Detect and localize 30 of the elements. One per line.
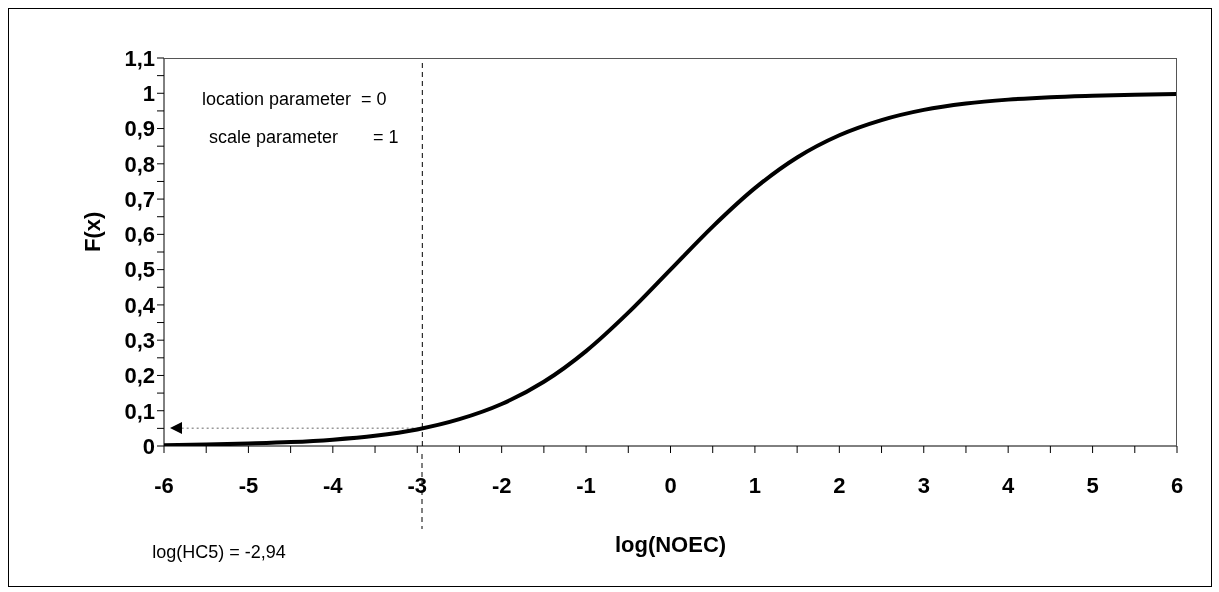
x-tick-label: 4: [1002, 472, 1016, 498]
y-tick-label: 0,4: [124, 292, 156, 318]
y-tick-label: 0: [142, 433, 155, 459]
x-tick-label: -6: [154, 472, 174, 498]
y-axis-title: F(x): [79, 211, 105, 252]
x-tick-label: -4: [323, 472, 344, 498]
y-tick-label: 0,2: [124, 363, 155, 389]
annotation: scale parameter = 1: [208, 126, 399, 149]
y-tick-label: 0,3: [124, 327, 155, 353]
x-tick-label: -5: [238, 472, 259, 498]
y-tick-label: 0,1: [124, 398, 155, 424]
y-tick-label: 0,7: [124, 186, 155, 212]
x-tick-label: -2: [491, 472, 512, 498]
x-tick-label: -1: [576, 472, 596, 498]
y-tick-label: 0,6: [124, 222, 155, 248]
y-tick-label: 1,1: [124, 45, 155, 71]
x-tick-label: 3: [917, 472, 930, 498]
y-tick-label: 0,9: [124, 116, 155, 142]
x-tick-label: 1: [748, 472, 762, 498]
y-tick-label: 0,8: [124, 151, 155, 177]
x-tick-label: 2: [833, 472, 846, 498]
ref-line-label: log(HC5) = -2,94: [152, 542, 286, 563]
y-tick-label: 1: [142, 81, 155, 107]
x-tick-label: 6: [1170, 472, 1184, 498]
annotation: location parameter = 0: [202, 88, 388, 111]
x-tick-label: 0: [664, 472, 677, 498]
x-tick-label: 5: [1086, 472, 1099, 498]
x-tick-label: -3: [407, 472, 428, 498]
x-axis-title: log(NOEC): [614, 532, 727, 557]
y-tick-label: 0,5: [124, 257, 155, 283]
